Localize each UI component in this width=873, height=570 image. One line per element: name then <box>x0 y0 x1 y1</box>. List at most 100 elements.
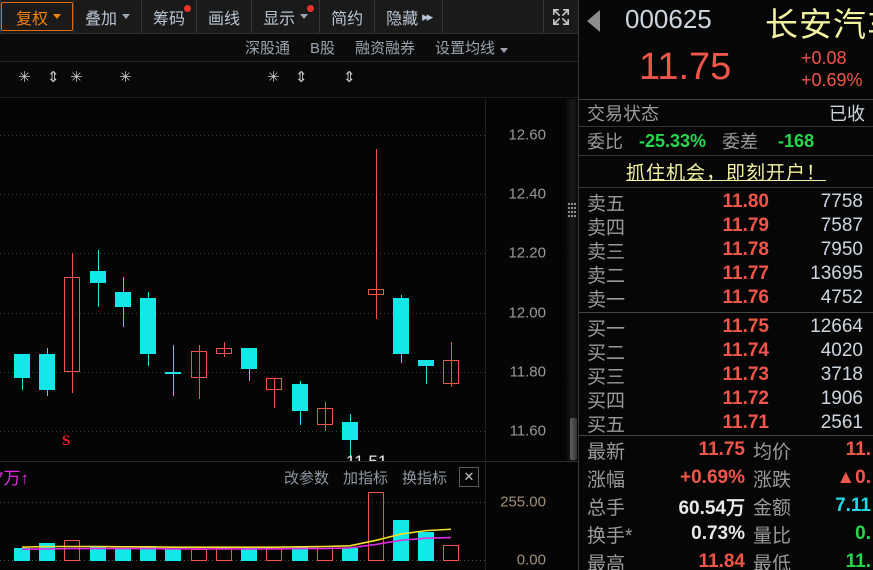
candlestick <box>14 354 30 390</box>
splitter-grip-icon[interactable] <box>568 203 576 219</box>
toolbar-button-4[interactable]: 显示 <box>252 0 319 33</box>
toolbar-button-1[interactable]: 叠加 <box>74 0 141 33</box>
indicator-scale-label: 7万↑ <box>0 469 29 488</box>
volume-bar <box>443 545 459 561</box>
candle-body <box>443 360 459 384</box>
toolbar-button-label: 复权 <box>16 10 49 28</box>
switch-indicator-button[interactable]: 换指标 <box>401 469 447 487</box>
bid-label: 买四 <box>587 390 626 412</box>
toolbar-button-3[interactable]: 画线 <box>197 0 251 33</box>
add-indicator-button[interactable]: 加指标 <box>342 469 388 487</box>
fullscreen-icon <box>552 8 570 25</box>
stat-label: 换手* <box>587 525 633 547</box>
bid-row[interactable]: 买三 11.73 3718 <box>579 363 873 388</box>
event-marker-icon[interactable]: ✳ <box>267 69 280 86</box>
bid-row[interactable]: 买一 11.75 12664 <box>579 315 873 340</box>
toolbar-button-6[interactable]: 隐藏 ▸▸ <box>375 0 442 33</box>
quote-header: 000625 长安汽车 11.75 +0.08 +0.69% <box>579 0 873 100</box>
subtoolbar-link-3[interactable]: 设置均线 <box>435 37 508 58</box>
candle-body <box>165 371 181 374</box>
chevron-down-icon <box>500 48 508 53</box>
toolbar-divider <box>319 0 321 33</box>
bid-rows: 买一 11.75 12664 买二 11.74 4020 买三 11.73 3718 买四 11.7… <box>579 315 873 436</box>
bid-row[interactable]: 买四 11.72 1906 <box>579 387 873 412</box>
toolbar-button-label: 筹码 <box>153 10 186 28</box>
stat-row: 涨幅 +0.69% 涨跌 ▲0. <box>579 464 873 492</box>
ask-row[interactable]: 卖三 11.78 7950 <box>579 238 873 263</box>
price-tick-label: 12.00 <box>508 304 546 322</box>
price-annotation: ←11.51 <box>328 452 387 461</box>
candle-wick <box>375 149 377 319</box>
subtoolbar-link-2[interactable]: 融资融券 <box>355 37 415 58</box>
bid-price: 11.73 <box>722 364 770 385</box>
toolbar-divider <box>251 0 253 33</box>
toolbar-button-2[interactable]: 筹码 <box>142 0 196 33</box>
grip-dot <box>574 203 576 205</box>
bid-label: 买三 <box>587 366 626 388</box>
bid-volume: 1906 <box>820 388 863 409</box>
back-arrow-icon[interactable] <box>587 10 600 32</box>
ask-row[interactable]: 卖二 11.77 13695 <box>579 262 873 287</box>
event-marker-icon[interactable]: ✳ <box>18 69 31 86</box>
event-marker-icon[interactable]: ✳ <box>70 69 83 86</box>
candle-body <box>292 383 308 411</box>
candlestick-plot[interactable]: S ←11.51 <box>0 99 485 461</box>
event-marker-icon[interactable]: ⇕ <box>343 69 356 86</box>
candlestick <box>64 253 80 393</box>
volume-bar <box>342 547 358 561</box>
volume-bar <box>165 549 181 561</box>
price-change: +0.08 <box>801 48 847 68</box>
grip-dot <box>574 207 576 209</box>
grip-dot <box>574 211 576 213</box>
stat-value: 60.54万 <box>678 497 745 519</box>
stat-row: 总手 60.54万 金额 7.11 <box>579 492 873 520</box>
volume-bar <box>64 540 80 561</box>
toolbar-button-5[interactable]: 简约 <box>320 0 374 33</box>
bid-label: 买五 <box>587 414 626 436</box>
grid-line <box>0 312 485 314</box>
candlestick <box>140 291 156 367</box>
grip-dot <box>571 215 573 217</box>
indicator-axis: 255.00 0.00 <box>485 462 578 570</box>
bid-row[interactable]: 买五 11.71 2561 <box>579 411 873 436</box>
candle-body <box>191 351 207 378</box>
ask-label: 卖一 <box>587 289 626 311</box>
subtoolbar-link-1[interactable]: B股 <box>310 37 335 58</box>
candlestick <box>443 342 459 387</box>
open-account-banner[interactable]: 抓住机会，即刻开户！ <box>579 156 873 188</box>
price-axis: 12.60 12.40 12.20 12.00 11.80 11.60 <box>485 99 578 461</box>
grid-line <box>0 193 485 195</box>
subtoolbar-link-label: B股 <box>309 40 335 57</box>
stat-value: 7.11 <box>835 495 871 516</box>
volume-bar <box>115 547 131 561</box>
stats-grid: 最新 11.75 均价 11. 涨幅 +0.69% 涨跌 ▲0. 总手 60.54万 金额 7.11 换… <box>579 435 873 570</box>
event-marker-icon[interactable]: ⇕ <box>295 69 308 86</box>
vertical-scrollbar-thumb[interactable] <box>570 418 577 460</box>
toolbar-divider <box>196 0 198 33</box>
stat-value: 11.84 <box>698 551 746 570</box>
chevron-down-icon <box>122 14 131 19</box>
price-pane: S ←11.51 12.60 12.40 12.20 12.00 11.80 11.60 <box>0 99 578 461</box>
ask-row[interactable]: 卖一 11.76 4752 <box>579 286 873 311</box>
candle-body <box>241 348 257 369</box>
ask-row[interactable]: 卖四 11.79 7587 <box>579 214 873 239</box>
subtoolbar-link-0[interactable]: 深股通 <box>245 37 290 58</box>
event-marker-icon[interactable]: ✳ <box>119 69 132 86</box>
volume-plot[interactable] <box>0 462 485 570</box>
ask-row[interactable]: 卖五 11.80 7758 <box>579 190 873 215</box>
ask-volume: 13695 <box>810 263 863 284</box>
fullscreen-button[interactable] <box>544 0 578 33</box>
candlestick <box>165 345 181 396</box>
bid-row[interactable]: 买二 11.74 4020 <box>579 339 873 364</box>
candle-wick <box>450 342 452 387</box>
grip-dot <box>571 211 573 213</box>
close-indicator-button[interactable]: ✕ <box>459 467 479 487</box>
new-badge-icon <box>184 5 192 12</box>
event-marker-icon[interactable]: ⇕ <box>47 69 60 86</box>
subtoolbar-link-label: 设置均线 <box>434 40 495 57</box>
pane-splitter[interactable] <box>566 99 578 461</box>
toolbar-button-0[interactable]: 复权 <box>1 2 74 31</box>
ask-rows: 卖五 11.80 7758 卖四 11.79 7587 卖三 11.78 7950 卖二 11.77… <box>579 190 873 311</box>
change-params-button[interactable]: 改参数 <box>283 469 329 487</box>
candle-body <box>216 348 232 355</box>
